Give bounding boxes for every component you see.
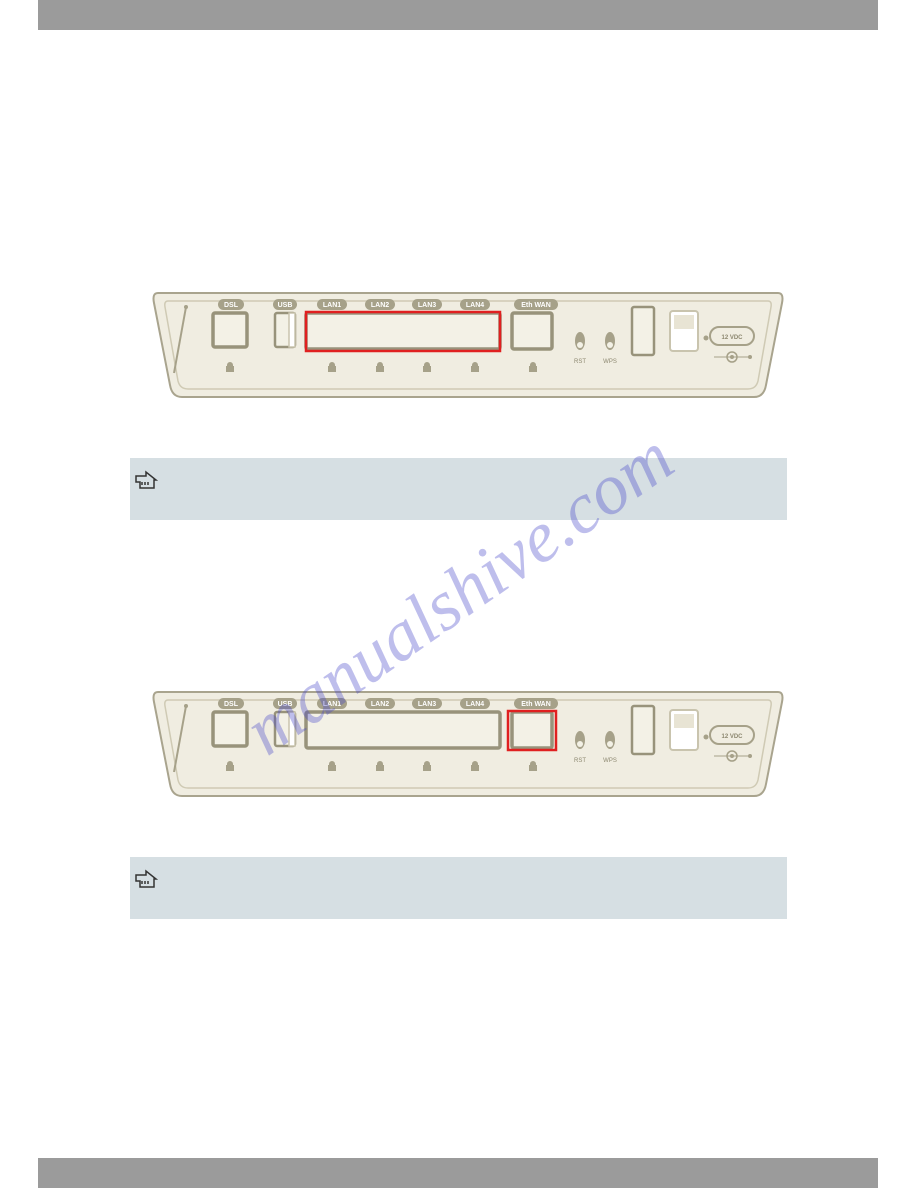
svg-text:12 VDC: 12 VDC — [721, 734, 743, 740]
note-hand-icon — [134, 867, 170, 891]
svg-text:DSL: DSL — [224, 701, 239, 708]
svg-text:LAN4: LAN4 — [466, 302, 484, 309]
svg-text:RST: RST — [574, 758, 586, 764]
svg-text:Eth WAN: Eth WAN — [521, 302, 551, 309]
svg-text:LAN3: LAN3 — [418, 302, 436, 309]
svg-text:LAN2: LAN2 — [371, 701, 389, 708]
note-hand-icon — [134, 468, 170, 492]
svg-text:WPS: WPS — [603, 758, 617, 764]
note-box-1 — [130, 458, 787, 520]
router-rear-panel: DSL USB LAN1 LAN2 LAN3 LAN4 Eth WAN RST … — [148, 285, 788, 410]
header-bar — [38, 0, 878, 30]
svg-text:DSL: DSL — [224, 302, 239, 309]
svg-text:USB: USB — [278, 302, 293, 309]
svg-text:RST: RST — [574, 359, 586, 365]
svg-text:LAN1: LAN1 — [323, 302, 341, 309]
svg-text:LAN4: LAN4 — [466, 701, 484, 708]
router-panel-2: DSL USB LAN1 LAN2 LAN3 LAN4 Eth WAN RST … — [148, 684, 788, 809]
svg-text:USB: USB — [278, 701, 293, 708]
svg-text:Eth WAN: Eth WAN — [521, 701, 551, 708]
router-rear-panel: DSL USB LAN1 LAN2 LAN3 LAN4 Eth WAN RST … — [148, 684, 788, 809]
svg-text:12 VDC: 12 VDC — [721, 335, 743, 341]
svg-text:LAN2: LAN2 — [371, 302, 389, 309]
note-box-2 — [130, 857, 787, 919]
footer-bar — [38, 1158, 878, 1188]
svg-text:WPS: WPS — [603, 359, 617, 365]
svg-text:LAN3: LAN3 — [418, 701, 436, 708]
svg-text:LAN1: LAN1 — [323, 701, 341, 708]
router-panel-1: DSL USB LAN1 LAN2 LAN3 LAN4 Eth WAN RST … — [148, 285, 788, 410]
